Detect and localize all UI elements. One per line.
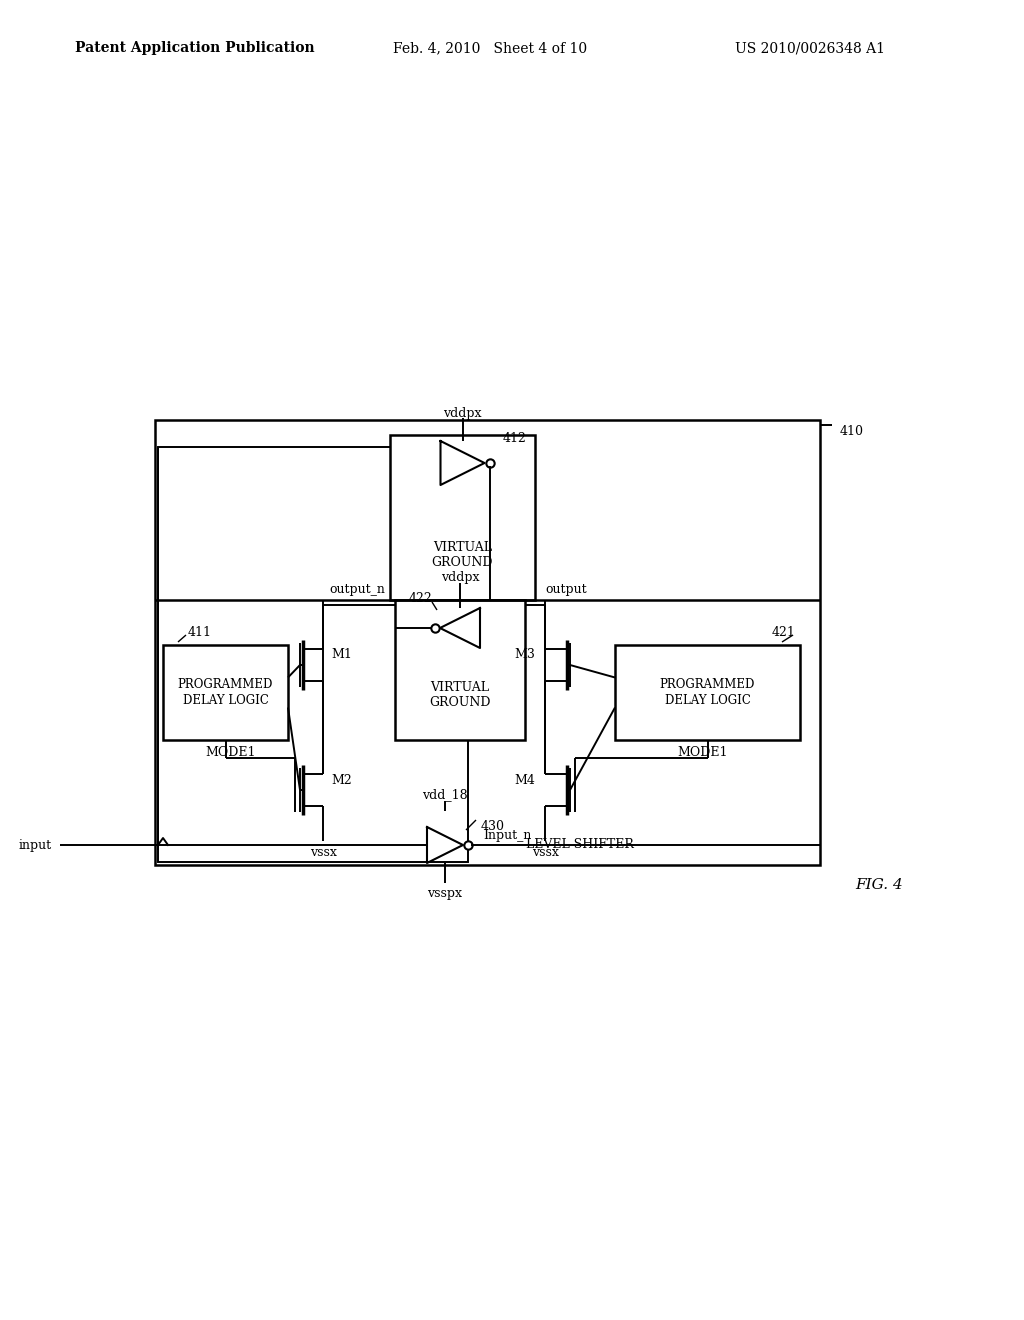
Text: Patent Application Publication: Patent Application Publication [75, 41, 314, 55]
Text: M4: M4 [514, 774, 535, 787]
Text: VIRTUAL
GROUND: VIRTUAL GROUND [432, 541, 494, 569]
Text: Input_n: Input_n [483, 829, 531, 842]
Text: MODE1: MODE1 [677, 747, 727, 759]
Text: 421: 421 [771, 627, 795, 639]
Text: vssx: vssx [309, 846, 337, 859]
Text: output: output [545, 582, 587, 595]
Bar [390, 436, 535, 601]
Text: vdd_18: vdd_18 [422, 788, 468, 801]
Text: M3: M3 [514, 648, 535, 661]
Text: M2: M2 [331, 774, 352, 787]
Text: 412: 412 [503, 432, 526, 445]
Text: PROGRAMMED
DELAY LOGIC: PROGRAMMED DELAY LOGIC [659, 678, 755, 706]
Text: VIRTUAL
GROUND: VIRTUAL GROUND [429, 681, 490, 709]
Text: vddpx: vddpx [440, 572, 479, 585]
Text: M1: M1 [331, 648, 352, 661]
Text: vssx: vssx [531, 846, 558, 859]
Text: FIG. 4: FIG. 4 [855, 878, 903, 892]
Text: 422: 422 [409, 591, 432, 605]
Text: 411: 411 [188, 627, 212, 639]
Bar [155, 420, 820, 865]
Text: US 2010/0026348 A1: US 2010/0026348 A1 [735, 41, 885, 55]
Text: PROGRAMMED
DELAY LOGIC: PROGRAMMED DELAY LOGIC [178, 678, 273, 706]
Text: Feb. 4, 2010   Sheet 4 of 10: Feb. 4, 2010 Sheet 4 of 10 [393, 41, 587, 55]
Bar [395, 601, 525, 741]
Bar [163, 645, 288, 741]
Text: LEVEL SHIFTER: LEVEL SHIFTER [526, 838, 634, 851]
Text: 410: 410 [840, 425, 864, 438]
Bar [158, 447, 468, 862]
Text: vddpx: vddpx [443, 407, 481, 420]
Text: output_n: output_n [329, 582, 385, 595]
Bar [615, 645, 800, 741]
Text: 430: 430 [481, 821, 505, 833]
Text: vsspx: vsspx [427, 887, 463, 899]
Text: MODE1: MODE1 [206, 747, 256, 759]
Text: input: input [18, 838, 52, 851]
